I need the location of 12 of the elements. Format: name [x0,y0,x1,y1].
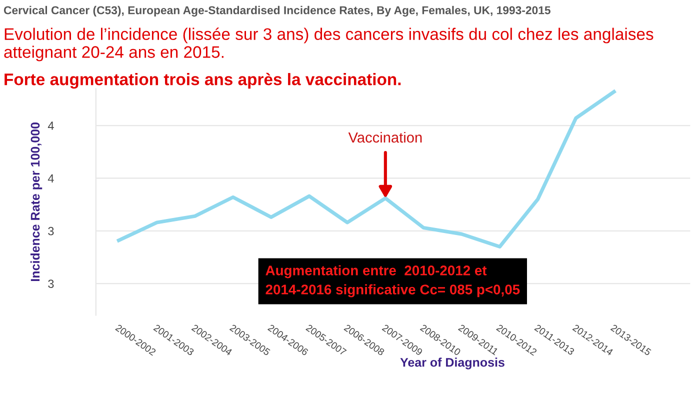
y-tick-label: 4 [48,174,54,182]
chart-subtitle: Evolution de l’incidence (lissée sur 3 ans) des cancers invasifs du col chez les anglaises atteignant 20-24 ans en 2015. [4,28,654,62]
annotation: Vaccination [348,132,422,143]
annotation: Augmentation entre 2010-2012 et 2014-2016 significative Cc= 085 p<0,05 [266,265,520,298]
chart-title: Cervical Cancer (C53), European Age-Standardised Incidence Rates, By Age, Females, UK, 1993-2015 [4,6,550,17]
y-tick-label: 3 [48,226,54,236]
y-tick-label: 4 [48,122,54,130]
x-axis-title: Year of Diagnosis [400,358,504,370]
y-tick-label: 3 [48,280,54,288]
line-series [116,90,616,249]
text: Forte augmentation trois ans après la vaccination. [4,72,401,89]
y-axis-title: Incidence Rate per 100,000 [30,122,42,281]
